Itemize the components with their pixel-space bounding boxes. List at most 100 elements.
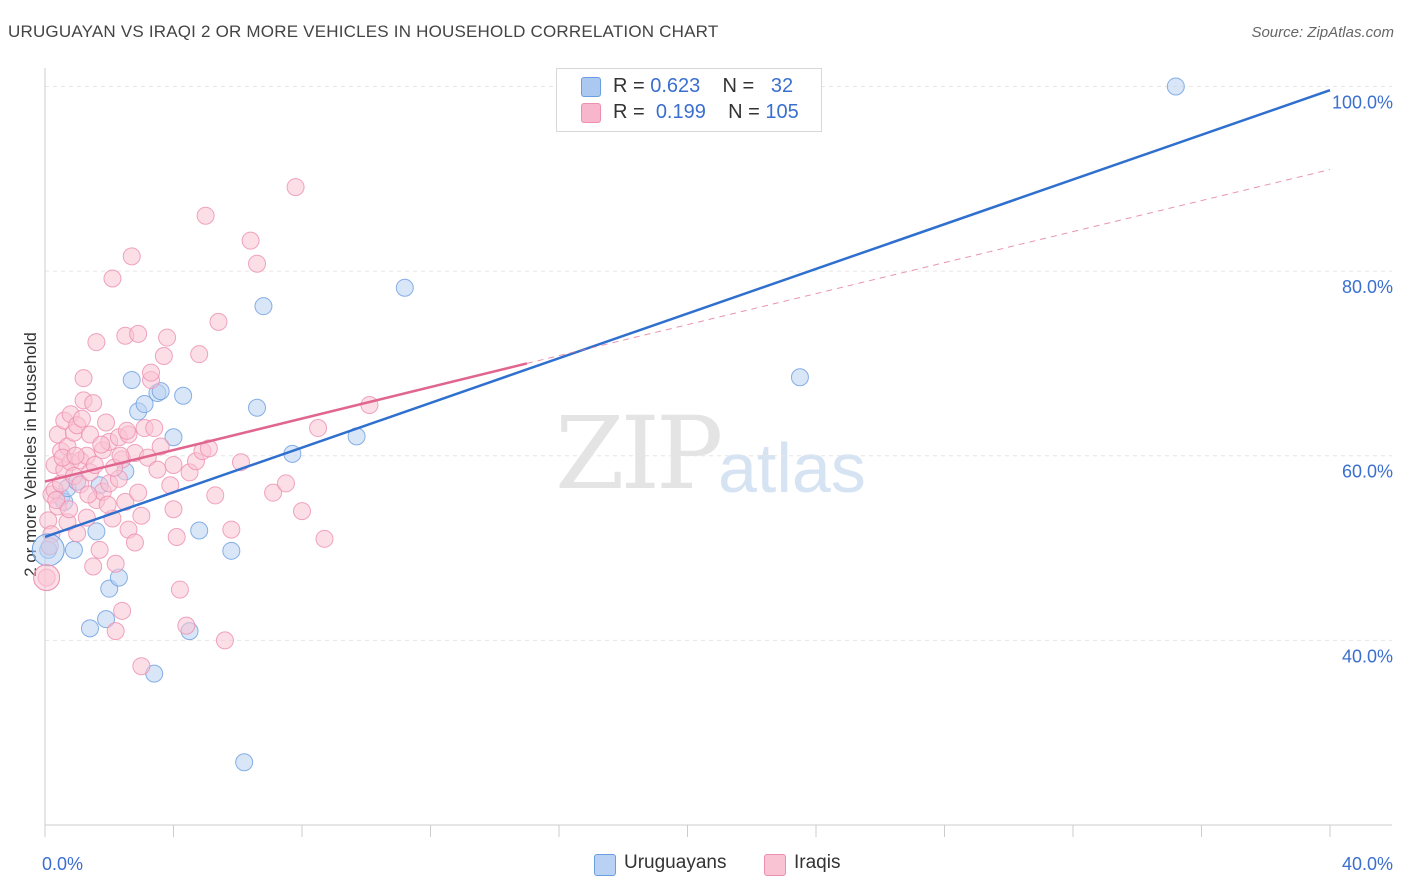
point-iraqis bbox=[92, 435, 111, 454]
point-iraqis bbox=[164, 455, 183, 474]
point-uruguayans bbox=[97, 610, 116, 629]
r-label: R = bbox=[613, 75, 651, 97]
point-iraqis bbox=[129, 324, 148, 343]
point-uruguayans bbox=[87, 522, 106, 541]
point-iraqis bbox=[125, 533, 144, 552]
source-label: Source: ZipAtlas.com bbox=[1251, 24, 1394, 41]
point-iraqis bbox=[164, 500, 183, 519]
point-iraqis bbox=[132, 657, 151, 676]
n-label: N = bbox=[722, 75, 760, 97]
point-iraqis bbox=[215, 631, 234, 650]
point-iraqis bbox=[103, 269, 122, 288]
point-iraqis bbox=[190, 345, 209, 364]
point-iraqis bbox=[145, 419, 164, 438]
point-iraqis bbox=[154, 347, 173, 366]
point-iraqis bbox=[151, 437, 170, 456]
point-iraqis bbox=[90, 540, 109, 559]
point-iraqis bbox=[74, 369, 93, 388]
point-iraqis bbox=[286, 178, 305, 197]
trend-line-iraqis bbox=[44, 362, 528, 483]
point-iraqis bbox=[170, 580, 189, 599]
point-iraqis bbox=[106, 554, 125, 573]
r-label: R = bbox=[613, 101, 651, 123]
n-label: N = bbox=[728, 101, 766, 123]
point-iraqis bbox=[122, 247, 141, 266]
point-iraqis bbox=[293, 502, 311, 521]
point-iraqis bbox=[315, 529, 334, 548]
point-iraqis bbox=[142, 363, 161, 382]
point-iraqis bbox=[241, 231, 260, 250]
point-iraqis bbox=[206, 486, 225, 505]
legend-swatch-iraqis bbox=[581, 103, 601, 123]
legend-stats-iraqis: R = 0.199 N = 105 bbox=[613, 101, 799, 124]
point-uruguayans bbox=[174, 386, 193, 405]
point-iraqis bbox=[167, 527, 186, 546]
trend-line-iraqis-dashed bbox=[526, 169, 1331, 364]
point-iraqis bbox=[87, 333, 106, 352]
bottom-legend-swatch-iraqis bbox=[764, 854, 786, 876]
chart-title: URUGUAYAN VS IRAQI 2 OR MORE VEHICLES IN… bbox=[8, 22, 719, 41]
point-iraqis bbox=[106, 622, 125, 641]
point-iraqis bbox=[132, 506, 151, 525]
point-iraqis bbox=[72, 409, 91, 428]
point-iraqis bbox=[113, 601, 132, 620]
watermark-atlas: atlas bbox=[718, 429, 866, 507]
point-iraqis bbox=[117, 421, 136, 440]
point-uruguayans bbox=[254, 297, 273, 316]
r-value: 0.199 bbox=[655, 101, 706, 123]
point-iraqis bbox=[360, 395, 379, 414]
point-iraqis bbox=[97, 413, 116, 432]
point-uruguayans-large bbox=[31, 533, 65, 567]
point-uruguayans bbox=[790, 368, 809, 387]
y-tick-label: 60.0% bbox=[1342, 462, 1393, 482]
point-iraqis bbox=[129, 483, 148, 502]
bottom-legend-label-iraqis: Iraqis bbox=[794, 852, 841, 873]
bottom-legend-swatch-uruguayans bbox=[594, 854, 616, 876]
y-tick-label: 100.0% bbox=[1332, 92, 1393, 112]
watermark-zip: ZIP bbox=[555, 395, 723, 512]
n-value: 105 bbox=[765, 101, 799, 123]
point-iraqis bbox=[196, 206, 215, 225]
point-iraqis-large bbox=[33, 564, 61, 592]
point-iraqis bbox=[199, 439, 218, 458]
point-iraqis bbox=[60, 500, 79, 519]
y-tick-label: 40.0% bbox=[1342, 646, 1393, 666]
point-iraqis bbox=[248, 254, 267, 273]
point-iraqis bbox=[309, 419, 328, 438]
point-uruguayans bbox=[1166, 77, 1185, 96]
legend-swatch-uruguayans bbox=[581, 77, 601, 97]
point-iraqis bbox=[79, 485, 98, 504]
y-axis-label: 2 or more Vehicles in Household bbox=[21, 332, 40, 577]
point-iraqis bbox=[116, 492, 135, 511]
point-iraqis bbox=[84, 394, 103, 413]
point-iraqis bbox=[222, 520, 241, 539]
point-iraqis bbox=[276, 474, 295, 493]
bottom-legend-label-uruguayans: Uruguayans bbox=[624, 852, 727, 873]
point-uruguayans bbox=[80, 619, 99, 638]
r-value: 0.623 bbox=[650, 75, 701, 97]
point-uruguayans bbox=[135, 395, 154, 414]
point-uruguayans bbox=[122, 371, 141, 390]
point-uruguayans bbox=[164, 428, 183, 447]
point-uruguayans bbox=[190, 521, 209, 540]
point-iraqis bbox=[209, 312, 228, 331]
x-tick-label: 0.0% bbox=[42, 854, 83, 874]
point-iraqis bbox=[158, 328, 177, 347]
correlation-legend: R = 0.623 N = 32 R = 0.199 N = 105 bbox=[556, 68, 822, 132]
point-iraqis bbox=[84, 557, 103, 576]
point-iraqis bbox=[98, 495, 117, 514]
point-uruguayans bbox=[235, 753, 254, 772]
y-tick-label: 80.0% bbox=[1342, 277, 1393, 297]
point-uruguayans bbox=[222, 541, 241, 560]
point-iraqis bbox=[177, 616, 196, 635]
point-uruguayans bbox=[248, 398, 267, 417]
legend-stats-uruguayans: R = 0.623 N = 32 bbox=[613, 75, 793, 98]
n-value: 32 bbox=[770, 75, 794, 97]
x-tick-label: 40.0% bbox=[1342, 854, 1393, 874]
point-iraqis bbox=[80, 425, 99, 444]
trend-line-uruguayans bbox=[44, 88, 1331, 539]
point-uruguayans bbox=[64, 540, 83, 559]
point-iraqis bbox=[47, 491, 66, 510]
point-iraqis bbox=[264, 483, 283, 502]
